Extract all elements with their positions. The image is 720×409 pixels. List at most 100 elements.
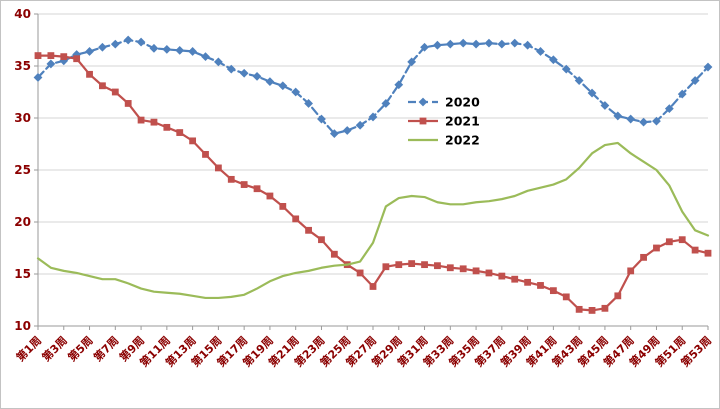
legend-label: 2020 — [445, 95, 480, 110]
diamond-marker — [471, 39, 481, 49]
square-marker — [421, 261, 428, 269]
diamond-marker — [484, 38, 494, 48]
diamond-marker — [600, 101, 610, 110]
diamond-marker — [394, 80, 404, 90]
square-marker — [653, 244, 660, 252]
diamond-marker — [626, 114, 636, 124]
diamond-marker — [136, 37, 146, 47]
y-tick-label: 15 — [14, 267, 31, 281]
diamond-marker — [278, 81, 288, 91]
legend-item-2021: 2021 — [408, 114, 480, 129]
diamond-marker — [33, 73, 43, 82]
square-marker — [111, 88, 119, 96]
square-marker — [279, 203, 287, 210]
square-marker — [240, 181, 248, 188]
diamond-marker — [85, 47, 94, 56]
square-marker — [665, 238, 673, 246]
square-marker — [498, 272, 506, 280]
diamond-marker — [587, 88, 597, 98]
diamond-marker — [639, 117, 648, 127]
series-2020 — [33, 35, 713, 138]
square-marker — [330, 250, 338, 258]
y-tick-label: 35 — [14, 59, 31, 73]
square-marker — [253, 185, 261, 193]
diamond-marker — [123, 35, 133, 45]
y-tick-label: 25 — [14, 163, 31, 177]
square-marker — [549, 287, 557, 295]
square-marker — [614, 292, 622, 300]
diamond-marker — [291, 87, 301, 97]
square-marker — [202, 151, 209, 158]
y-axis-labels: 10 15 20 25 30 35 40 — [14, 7, 31, 333]
square-marker — [562, 293, 570, 301]
square-marker — [588, 307, 596, 314]
square-marker — [47, 52, 55, 59]
square-marker — [124, 100, 132, 107]
y-tick-label: 20 — [14, 215, 31, 229]
square-marker — [305, 226, 312, 234]
diamond-marker — [703, 62, 713, 72]
diamond-marker — [317, 114, 326, 124]
square-marker — [137, 116, 145, 124]
diamond-marker — [304, 99, 313, 108]
square-marker — [189, 137, 197, 145]
diamond-marker — [613, 111, 623, 121]
diamond-marker — [252, 72, 262, 81]
square-marker — [369, 283, 377, 290]
square-marker — [266, 192, 274, 200]
square-marker — [356, 269, 364, 277]
diamond-marker — [72, 50, 82, 59]
diamond-marker — [265, 77, 275, 86]
square-marker — [472, 267, 480, 275]
diamond-marker — [420, 42, 429, 52]
square-marker — [627, 267, 635, 275]
square-marker — [163, 123, 171, 131]
square-marker — [292, 215, 300, 223]
square-marker — [73, 55, 81, 63]
diamond-marker — [226, 64, 236, 74]
square-marker — [524, 278, 532, 286]
diamond-marker — [548, 55, 558, 65]
square-marker — [640, 253, 647, 261]
square-marker — [459, 265, 467, 273]
diamond-marker — [690, 76, 700, 85]
diamond-marker — [574, 76, 584, 85]
diamond-marker — [458, 38, 468, 48]
legend-label: 2021 — [445, 114, 480, 129]
series-2021 — [34, 52, 712, 314]
square-marker — [704, 249, 712, 257]
diamond-marker — [98, 42, 107, 52]
diamond-marker — [355, 120, 365, 130]
diamond-marker — [201, 52, 210, 62]
square-marker — [691, 246, 699, 254]
diamond-marker — [149, 43, 159, 53]
diamond-marker — [59, 56, 69, 66]
diamond-marker — [46, 59, 56, 69]
diamond-marker — [677, 89, 687, 99]
y-tick-label: 10 — [14, 319, 31, 333]
square-marker — [575, 305, 583, 313]
diamond-marker — [561, 64, 571, 74]
legend-item-2020: 2020 — [408, 95, 480, 110]
diamond-marker — [175, 46, 185, 55]
series-2022 — [36, 141, 710, 300]
square-marker — [214, 164, 222, 172]
square-marker — [86, 70, 93, 78]
diamond-marker — [110, 39, 120, 49]
diamond-marker — [510, 38, 520, 48]
square-marker — [395, 261, 403, 269]
square-marker — [34, 52, 42, 59]
y-tick-label: 30 — [14, 111, 31, 125]
legend: 2020 2021 2022 — [408, 95, 480, 148]
square-marker — [150, 118, 158, 126]
diamond-marker — [536, 47, 545, 56]
diamond-marker — [342, 126, 352, 135]
square-marker — [60, 53, 68, 61]
diamond-marker — [188, 47, 198, 56]
legend-diamond-marker — [418, 97, 428, 107]
legend-item-2022: 2022 — [408, 133, 480, 148]
diamond-marker — [381, 99, 391, 108]
square-marker — [434, 262, 441, 270]
